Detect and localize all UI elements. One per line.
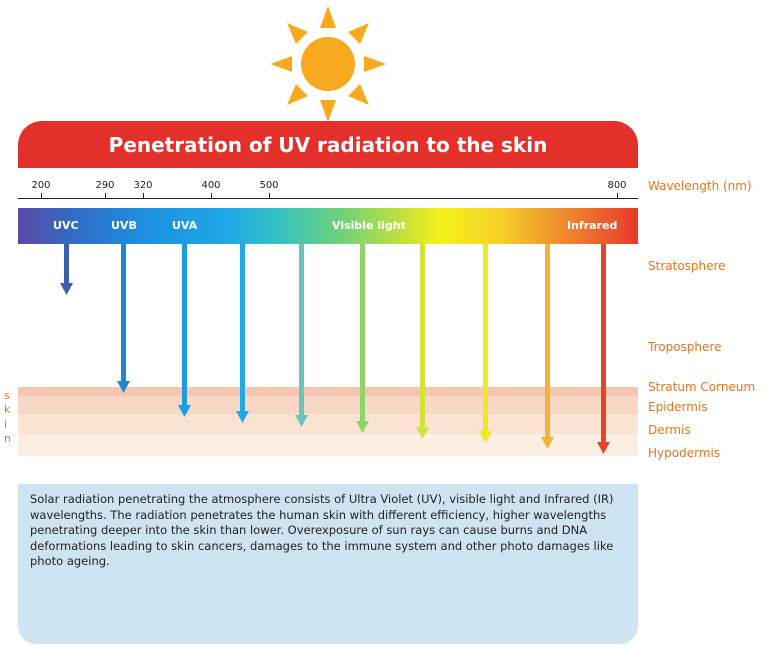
skin-letter-k: k: [4, 403, 11, 416]
arrow-infrared: [597, 244, 610, 454]
title-banner: Penetration of UV radiation to the skin: [18, 121, 638, 168]
tick-320: [143, 193, 144, 199]
arrow-visible-yellow-green: [416, 244, 429, 439]
stratosphere-label: Stratosphere: [648, 259, 726, 273]
tick-label-290: 290: [95, 180, 115, 191]
tick-800: [617, 193, 618, 199]
tick-400: [211, 193, 212, 199]
arrow-uvb: [117, 244, 130, 393]
tick-500: [269, 193, 270, 199]
tick-label-320: 320: [133, 180, 153, 191]
band-label-uva: UVA: [172, 219, 198, 232]
tick-200: [41, 193, 42, 199]
skin-letter-s: s: [4, 389, 10, 402]
tick-label-400: 400: [201, 180, 221, 191]
stratum-corneum-label: Stratum Corneum: [648, 380, 756, 394]
diagram-title: Penetration of UV radiation to the skin: [108, 132, 548, 157]
sun-icon: [270, 6, 386, 122]
wavelength-scale-line: [18, 198, 638, 199]
tick-290: [105, 193, 106, 199]
skin-layer-hypodermis: [18, 434, 638, 456]
tick-label-200: 200: [31, 180, 51, 191]
skin-layer-stratum-corneum: [18, 387, 638, 396]
troposphere-label: Troposphere: [648, 340, 722, 354]
tick-label-500: 500: [259, 180, 279, 191]
tick-label-800: 800: [607, 180, 627, 191]
description-box: Solar radiation penetrating the atmosphe…: [18, 484, 638, 644]
arrow-uva-long: [236, 244, 249, 423]
wavelength-axis-label: Wavelength (nm): [648, 179, 752, 193]
skin-letter-i: i: [4, 418, 8, 431]
dermis-label: Dermis: [648, 423, 691, 437]
arrow-visible-cyan: [295, 244, 308, 427]
description-text: Solar radiation penetrating the atmosphe…: [30, 492, 614, 568]
arrow-uvc: [60, 244, 73, 295]
skin-letter-n: n: [4, 432, 11, 445]
arrow-visible-green: [356, 244, 369, 433]
arrow-visible-orange: [541, 244, 554, 449]
hypodermis-label: Hypodermis: [648, 446, 721, 460]
epidermis-label: Epidermis: [648, 400, 708, 414]
arrow-visible-yellow: [479, 244, 492, 443]
band-label-infrared: Infrared: [567, 219, 618, 232]
spectrum-band: [18, 208, 638, 244]
band-label-uvc: UVC: [53, 219, 79, 232]
band-label-visible: Visible light: [332, 219, 406, 232]
band-label-uvb: UVB: [111, 219, 137, 232]
arrow-uva-short: [178, 244, 191, 417]
